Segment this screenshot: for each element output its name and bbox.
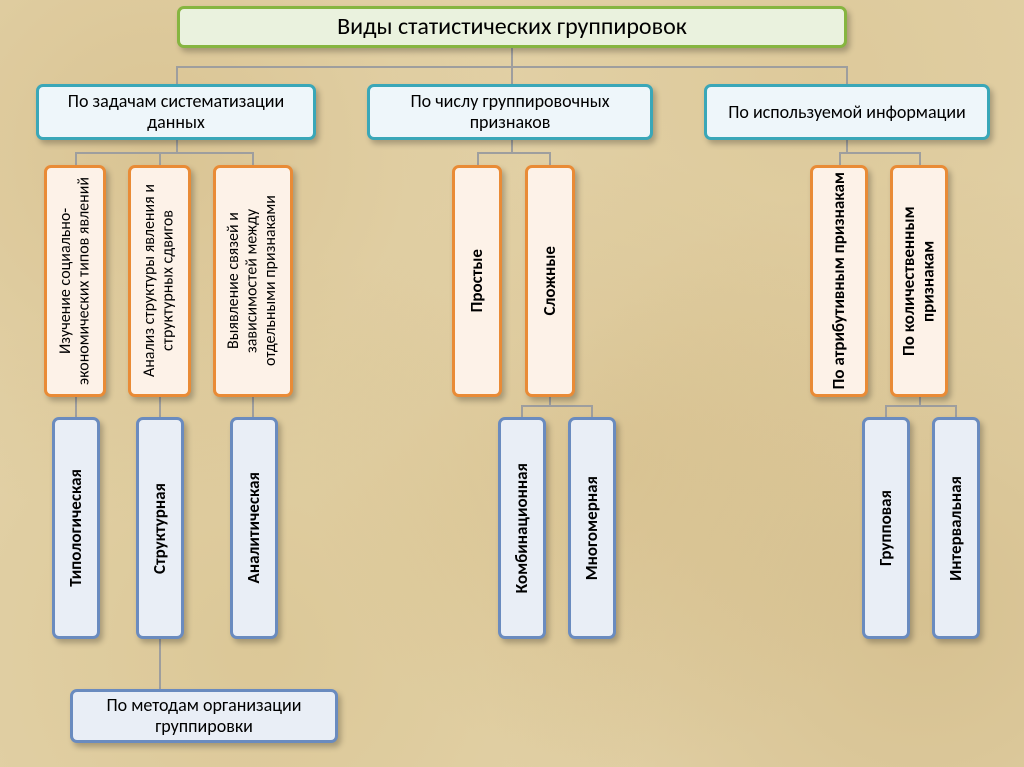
connector	[477, 152, 479, 165]
connector	[885, 405, 957, 407]
connector	[549, 152, 551, 165]
node-label: Структурная	[150, 483, 170, 574]
node-b7: Интервальная	[932, 417, 980, 639]
node-a2: Анализ структуры явления и структурных с…	[128, 165, 191, 397]
node-label: По методам организации группировки	[73, 695, 335, 736]
node-label: Групповая	[876, 490, 896, 566]
node-label: Простые	[467, 249, 487, 312]
node-label: По используемой информации	[728, 102, 966, 123]
node-a6: По атрибутивным признакам	[810, 165, 868, 397]
connector	[511, 140, 513, 152]
node-a4: Простые	[452, 165, 502, 397]
node-m1: По методам организации группировки	[70, 689, 338, 743]
node-label: Интервальная	[946, 476, 966, 581]
node-label: По атрибутивным признакам	[829, 172, 849, 389]
connector	[919, 397, 921, 405]
node-label: Комбинационная	[512, 463, 532, 593]
connector	[75, 152, 77, 165]
connector	[919, 152, 921, 165]
node-a7: По количественным признакам	[890, 165, 948, 397]
connector	[591, 405, 593, 417]
connector	[521, 405, 523, 417]
node-c1: По задачам систематизации данных	[36, 84, 316, 140]
node-c3: По используемой информации	[704, 84, 990, 140]
connector	[839, 152, 841, 165]
connector	[477, 152, 551, 154]
connector	[885, 405, 887, 417]
node-b6: Групповая	[862, 417, 910, 639]
node-a3: Выявление связей и зависимостей между от…	[213, 165, 293, 397]
connector	[252, 397, 254, 417]
node-label: Изучение социально-экономических типов я…	[57, 168, 94, 394]
connector	[75, 152, 254, 154]
node-label: По задачам систематизации данных	[39, 91, 313, 132]
connector	[159, 639, 161, 689]
node-c2: По числу группировочных признаков	[367, 84, 653, 140]
node-b2: Структурная	[136, 417, 184, 639]
connector	[252, 152, 254, 165]
connector	[846, 66, 848, 84]
connector	[176, 140, 178, 152]
node-label: Виды статистических группировок	[337, 13, 687, 41]
node-a1: Изучение социально-экономических типов я…	[44, 165, 106, 397]
connector	[159, 397, 161, 417]
node-root: Виды статистических группировок	[177, 6, 847, 48]
connector	[549, 397, 551, 405]
node-b4: Комбинационная	[498, 417, 546, 639]
node-a5: Сложные	[525, 165, 575, 397]
connector	[846, 140, 848, 152]
connector	[75, 397, 77, 417]
node-b1: Типологическая	[52, 417, 100, 639]
connector	[511, 48, 513, 66]
connector	[159, 152, 161, 165]
node-label: Типологическая	[66, 469, 86, 587]
node-b3: Аналитическая	[230, 417, 278, 639]
connector	[521, 405, 593, 407]
connector	[839, 152, 921, 154]
node-label: По количественным признакам	[899, 168, 938, 394]
node-label: Сложные	[540, 246, 560, 316]
connector	[176, 66, 178, 84]
node-label: Выявление связей и зависимостей между от…	[225, 168, 280, 394]
node-label: По числу группировочных признаков	[370, 91, 650, 132]
node-b5: Многомерная	[568, 417, 616, 639]
node-label: Аналитическая	[244, 472, 264, 583]
node-label: Многомерная	[582, 476, 602, 580]
node-label: Анализ структуры явления и структурных с…	[141, 168, 178, 394]
connector	[955, 405, 957, 417]
connector	[511, 66, 513, 84]
